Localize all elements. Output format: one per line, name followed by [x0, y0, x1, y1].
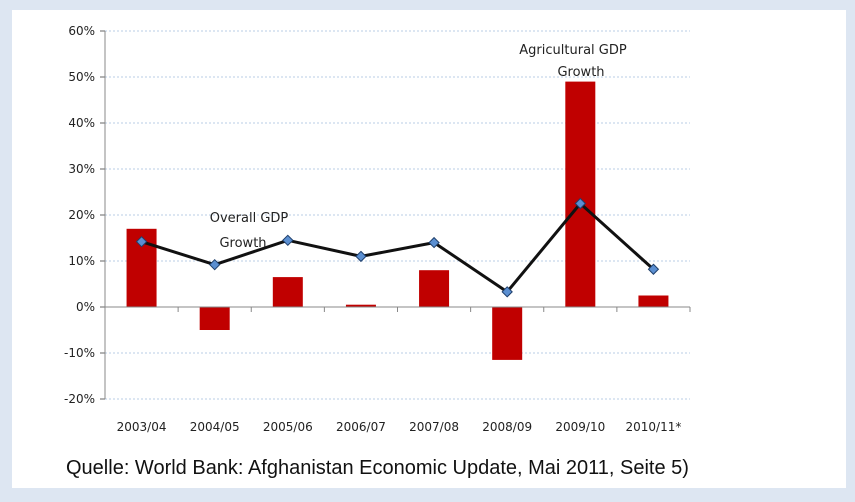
- x-tick-label: 2007/08: [409, 420, 459, 434]
- y-tick-label: 0%: [76, 300, 95, 314]
- bar-2008-09: [492, 307, 522, 360]
- bar-2007-08: [419, 270, 449, 307]
- y-tick-label: 10%: [68, 254, 95, 268]
- annotation-agricultural-line2: Growth: [557, 65, 604, 80]
- y-tick-label: -10%: [64, 346, 95, 360]
- x-tick-label: 2008/09: [482, 420, 532, 434]
- x-tick-label: 2010/11*: [626, 420, 682, 434]
- y-tick-label: -20%: [64, 392, 95, 406]
- x-tick-label: 2009/10: [555, 420, 605, 434]
- x-tick-label: 2005/06: [263, 420, 313, 434]
- bar-2005-06: [273, 277, 303, 307]
- y-tick-label: 30%: [68, 162, 95, 176]
- bar-2010-11-: [638, 296, 668, 308]
- y-tick-label: 20%: [68, 208, 95, 222]
- y-tick-label: 60%: [68, 24, 95, 38]
- annotation-agricultural-line1: Agricultural GDP: [519, 43, 627, 58]
- annotation-overall-line2: Growth: [219, 236, 266, 251]
- line-point-2006-07: [356, 251, 366, 261]
- x-tick-label: 2003/04: [117, 420, 167, 434]
- bar-2009-10: [565, 82, 595, 307]
- bar-2004-05: [200, 307, 230, 330]
- y-tick-label: 40%: [68, 116, 95, 130]
- source-caption: Quelle: World Bank: Afghanistan Economic…: [66, 457, 689, 480]
- x-tick-label: 2004/05: [190, 420, 240, 434]
- line-point-2005-06: [283, 235, 293, 245]
- x-tick-label: 2006/07: [336, 420, 386, 434]
- annotation-overall-line1: Overall GDP: [210, 211, 289, 226]
- annotations: Agricultural GDP Growth Overall GDP Grow…: [210, 43, 627, 251]
- y-tick-label: 50%: [68, 70, 95, 84]
- grid-lines: [105, 31, 690, 399]
